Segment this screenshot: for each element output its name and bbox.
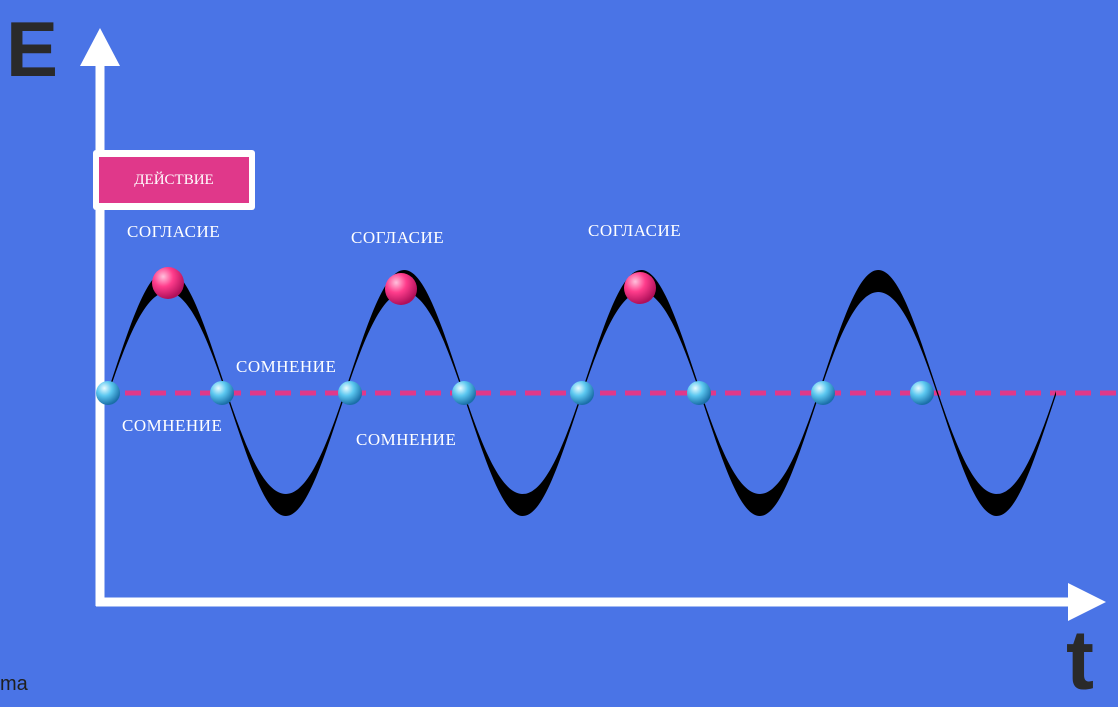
x-axis-label: t bbox=[1066, 613, 1094, 707]
agreement-label-1: СОГЛАСИЕ bbox=[127, 222, 221, 241]
action-box: ДЕЙСТВИЕ bbox=[93, 150, 255, 210]
crossing-marker-7 bbox=[811, 381, 835, 405]
crossing-marker-4 bbox=[452, 381, 476, 405]
doubt-label-2: СОМНЕНИЕ bbox=[236, 357, 337, 376]
doubt-label-1: СОМНЕНИЕ bbox=[122, 416, 223, 435]
crossing-marker-6 bbox=[687, 381, 711, 405]
y-axis-arrow bbox=[80, 28, 120, 66]
crossing-marker-3 bbox=[338, 381, 362, 405]
agreement-label-2: СОГЛАСИЕ bbox=[351, 228, 445, 247]
peak-marker-2 bbox=[385, 273, 417, 305]
y-axis-label: E bbox=[6, 5, 59, 93]
agreement-label-3: СОГЛАСИЕ bbox=[588, 221, 682, 240]
crossing-marker-2 bbox=[210, 381, 234, 405]
peak-marker-1 bbox=[152, 267, 184, 299]
x-axis-arrow bbox=[1068, 583, 1106, 621]
corner-text: ma bbox=[0, 673, 28, 695]
action-label: ДЕЙСТВИЕ bbox=[99, 157, 249, 203]
crossing-marker-5 bbox=[570, 381, 594, 405]
crossing-marker-8 bbox=[910, 381, 934, 405]
peak-marker-3 bbox=[624, 272, 656, 304]
crossing-marker-1 bbox=[96, 381, 120, 405]
doubt-label-3: СОМНЕНИЕ bbox=[356, 430, 457, 449]
markers-group bbox=[96, 267, 934, 405]
